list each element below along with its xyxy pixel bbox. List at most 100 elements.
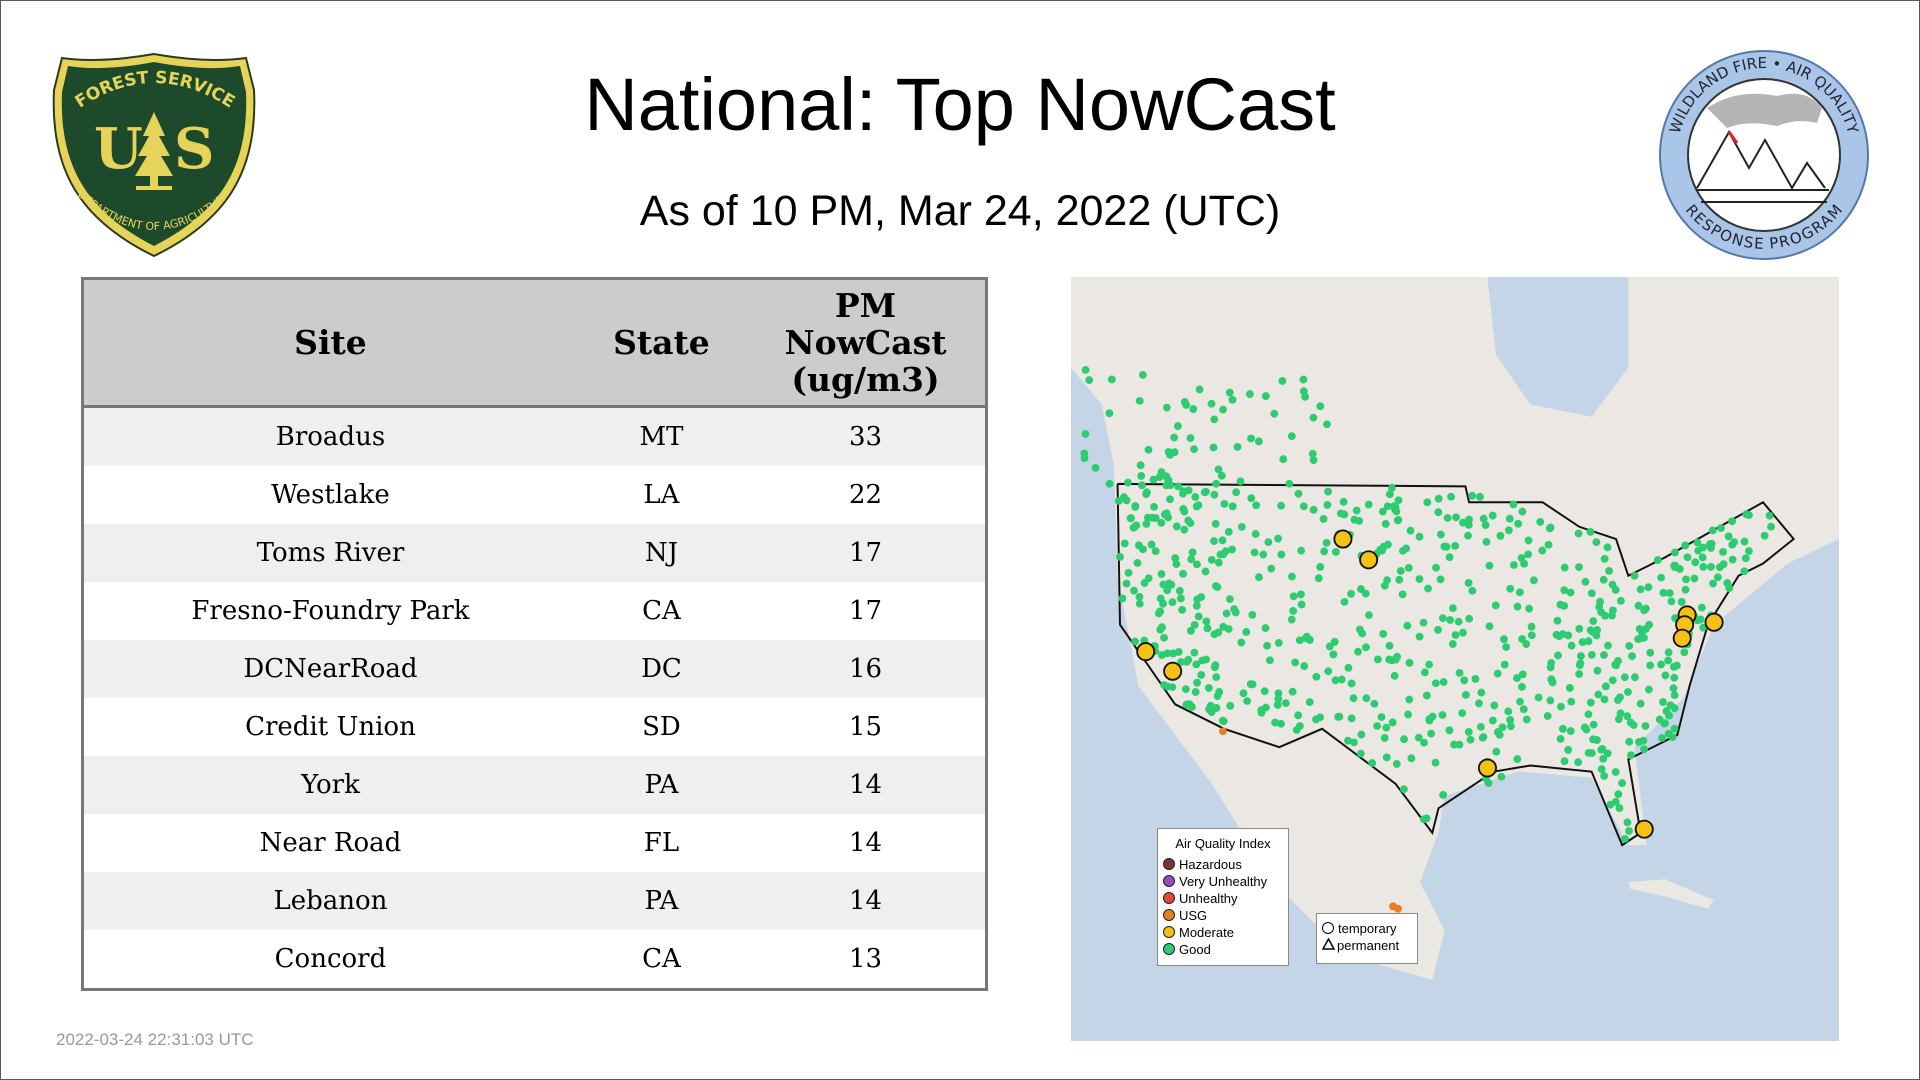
- monitor-marker-good: [1646, 661, 1655, 670]
- monitor-marker-good: [1466, 735, 1475, 744]
- monitor-marker-good: [1219, 405, 1227, 414]
- monitor-marker-good: [1428, 712, 1437, 721]
- monitor-marker-good: [1300, 662, 1309, 671]
- shape-legend-temporary: temporary: [1317, 920, 1417, 937]
- cell-pm-nowcast: 14: [745, 872, 987, 930]
- monitor-marker-good: [1201, 567, 1210, 576]
- monitor-marker-good: [1698, 553, 1707, 562]
- monitor-marker-good: [1181, 685, 1190, 694]
- monitor-marker-good: [1614, 790, 1623, 799]
- monitor-marker-good: [1414, 733, 1423, 742]
- monitor-marker-good: [1257, 708, 1266, 717]
- monitor-marker-good: [1260, 687, 1269, 696]
- table-row: Westlake LA 22: [82, 466, 987, 524]
- cell-state: MT: [576, 406, 746, 466]
- cell-state: CA: [576, 582, 746, 640]
- monitor-marker-good: [1291, 658, 1300, 667]
- monitor-marker-good: [1180, 507, 1189, 516]
- monitor-marker-good: [1707, 562, 1715, 571]
- monitor-marker-good: [1177, 658, 1185, 666]
- monitor-marker-good: [1149, 475, 1158, 484]
- monitor-marker-good: [1356, 749, 1365, 758]
- monitor-marker-good: [1464, 728, 1473, 736]
- monitor-marker-good: [1364, 500, 1373, 509]
- legend-item-good: Good: [1158, 941, 1288, 958]
- monitor-marker-good: [1228, 545, 1237, 554]
- table-row: Credit Union SD 15: [82, 698, 987, 756]
- monitor-marker-good: [1230, 605, 1239, 614]
- monitor-marker-good: [1289, 592, 1298, 601]
- monitor-marker-good: [1267, 564, 1276, 573]
- monitor-marker-good: [1136, 461, 1145, 470]
- monitor-marker-good: [1193, 560, 1201, 569]
- monitor-marker-good: [1151, 547, 1160, 556]
- monitor-marker-good: [1623, 712, 1632, 721]
- monitor-marker-good: [1274, 689, 1283, 698]
- monitor-marker-good: [1707, 544, 1715, 552]
- monitor-marker-good: [1124, 568, 1133, 577]
- monitor-marker-good: [1172, 522, 1181, 531]
- monitor-marker-good: [1493, 728, 1502, 736]
- monitor-marker-good: [1560, 586, 1569, 595]
- cell-state: CA: [576, 930, 746, 990]
- monitor-marker-good: [1597, 765, 1606, 774]
- us-border: [1116, 482, 1796, 847]
- monitor-marker-good: [1287, 432, 1296, 441]
- monitor-marker-good: [1659, 588, 1668, 597]
- monitor-marker-good: [1557, 702, 1565, 711]
- monitor-marker-good: [1484, 779, 1493, 788]
- monitor-marker-good: [1434, 494, 1443, 503]
- monitor-marker-good: [1515, 588, 1524, 597]
- monitor-marker-good: [1255, 573, 1263, 582]
- monitor-marker-good: [1665, 711, 1673, 720]
- monitor-marker-good: [1187, 555, 1196, 564]
- monitor-marker-good: [1516, 697, 1524, 706]
- monitor-marker-good: [1664, 656, 1673, 665]
- monitor-marker-good: [1481, 521, 1490, 529]
- monitor-marker-good: [1378, 507, 1387, 516]
- monitor-marker-good: [1138, 370, 1147, 379]
- monitor-marker-good: [1618, 779, 1627, 788]
- monitor-marker-good: [1597, 608, 1606, 617]
- monitor-marker-good: [1564, 746, 1573, 754]
- cell-pm-nowcast: 14: [745, 814, 987, 872]
- monitor-marker-good: [1233, 442, 1242, 451]
- monitor-marker-good: [1207, 399, 1216, 408]
- monitor-marker-good: [1299, 387, 1308, 396]
- monitor-marker-good: [1640, 633, 1648, 642]
- monitor-marker-good: [1745, 511, 1753, 519]
- monitor-marker-good: [1205, 705, 1214, 714]
- monitor-marker-good: [1438, 711, 1447, 719]
- monitor-marker-good: [1604, 641, 1612, 650]
- monitor-marker-good: [1294, 489, 1303, 498]
- monitor-marker-good: [1420, 668, 1429, 677]
- monitor-marker-good: [1500, 635, 1508, 644]
- monitor-marker-good: [1447, 492, 1455, 501]
- monitor-markers: [1080, 366, 1775, 913]
- monitor-marker-moderate: [1359, 550, 1379, 570]
- monitor-marker-good: [1214, 558, 1223, 567]
- monitor-marker-good: [1295, 722, 1304, 730]
- monitor-marker-good: [1210, 537, 1218, 545]
- monitor-marker-good: [1589, 617, 1598, 625]
- monitor-marker-good: [1382, 753, 1391, 762]
- cell-pm-nowcast: 33: [745, 406, 987, 466]
- monitor-marker-good: [1657, 660, 1666, 669]
- monitor-marker-good: [1224, 625, 1233, 633]
- monitor-marker-good: [1664, 648, 1673, 657]
- monitor-marker-good: [1297, 590, 1305, 599]
- logo-letter-u: U: [94, 116, 143, 182]
- monitor-marker-good: [1224, 527, 1233, 536]
- monitor-marker-good: [1250, 548, 1259, 557]
- column-header-line: (ug/m3): [791, 360, 940, 399]
- monitor-marker-good: [1476, 492, 1484, 501]
- monitor-marker-good: [1505, 514, 1514, 523]
- monitor-marker-good: [1277, 501, 1286, 510]
- monitor-marker-good: [1207, 555, 1216, 564]
- monitor-marker-good: [1324, 667, 1333, 676]
- monitor-marker-good: [1405, 695, 1414, 704]
- monitor-marker-good: [1683, 553, 1692, 562]
- monitor-marker-good: [1691, 558, 1700, 567]
- monitor-marker-good: [1202, 487, 1210, 496]
- monitor-marker-good: [1194, 612, 1203, 621]
